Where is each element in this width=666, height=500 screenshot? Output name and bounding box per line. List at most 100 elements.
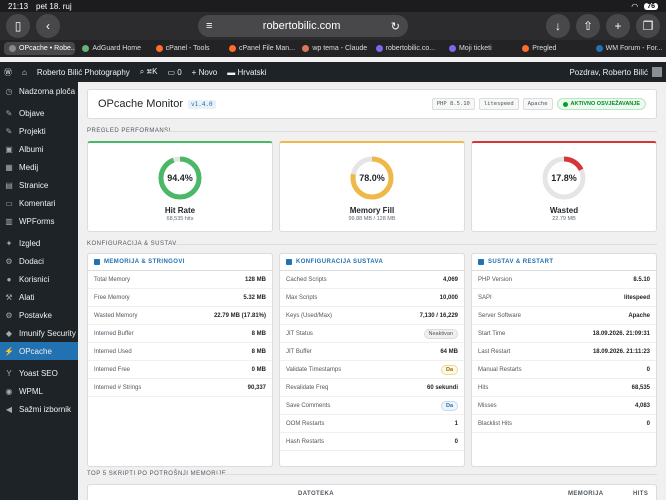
sidebar-item-pages[interactable]: ▤ Stranice bbox=[0, 176, 78, 194]
gauge-card-hit-rate: 94.4% Hit Rate 68,535 hits bbox=[87, 141, 273, 232]
back-button[interactable]: ‹ bbox=[36, 14, 60, 38]
gauge-ring: 17.8% bbox=[542, 156, 586, 200]
info-row: JIT Buffer 64 MB bbox=[280, 343, 464, 361]
admin-sidebar: ◷ Nadzorna ploča ✎ Objave ✎ Projekti ▣ Albumi ▦ M… bbox=[0, 82, 78, 500]
sidebar-item-plugins[interactable]: ⚙ Dodaci bbox=[0, 252, 78, 270]
gauge-card-wasted: 17.8% Wasted 22.79 MB bbox=[471, 141, 657, 232]
info-row: JIT Status Neaktivan bbox=[280, 325, 464, 343]
info-row: Hash Restarts 0 bbox=[280, 433, 464, 451]
sidebar-item-wpml[interactable]: ◉ WPML bbox=[0, 382, 78, 400]
browser-tab[interactable]: cPanel File Man... bbox=[224, 42, 295, 55]
browser-tab[interactable]: Pregled bbox=[517, 42, 588, 55]
comments-icon: ▭ bbox=[5, 198, 13, 208]
sidebar-item-imunify[interactable]: ◆ Imunify Security bbox=[0, 324, 78, 342]
tab-favicon-icon bbox=[448, 45, 456, 52]
sidebar-item-tools[interactable]: ⚒ Alati bbox=[0, 288, 78, 306]
info-value: Apache bbox=[628, 312, 650, 319]
share-icon[interactable]: ⇧ bbox=[576, 14, 600, 38]
info-row: Cached Scripts 4,069 bbox=[280, 271, 464, 289]
sidebar-item-label: Korisnici bbox=[19, 274, 50, 284]
info-value: 4,069 bbox=[442, 276, 458, 283]
new-content-button[interactable]: + Novo bbox=[191, 67, 218, 77]
info-row: Start Time 18.09.2026. 21:09:31 bbox=[472, 325, 656, 343]
info-value: 0 bbox=[646, 420, 650, 427]
avatar[interactable] bbox=[652, 67, 662, 77]
browser-tab[interactable]: Moji ticketi bbox=[444, 42, 515, 55]
sidebar-item-label: Objave bbox=[19, 108, 45, 118]
reload-icon[interactable]: ↻ bbox=[390, 20, 400, 33]
download-icon[interactable]: ↓ bbox=[546, 14, 570, 38]
info-value: litespeed bbox=[623, 294, 650, 301]
status-date: pet 18. ruj bbox=[36, 1, 72, 11]
browser-tab[interactable]: WM Forum - For... bbox=[591, 42, 662, 55]
ios-status-bar: 21:13 pet 18. ruj ◠ 76 bbox=[0, 0, 666, 12]
site-name[interactable]: Roberto Bilić Photography bbox=[36, 67, 130, 77]
gauge-label: Wasted bbox=[549, 206, 579, 215]
php-version-pill: PHP 8.5.10 bbox=[431, 98, 475, 110]
gauge-value: 78.0% bbox=[359, 173, 385, 183]
sidebar-item-label: WPForms bbox=[19, 216, 55, 226]
info-value: 1 bbox=[454, 420, 458, 427]
posts-icon: ✎ bbox=[5, 108, 13, 118]
sidebar-item-settings[interactable]: ⚙ Postavke bbox=[0, 306, 78, 324]
browser-tab[interactable]: AdGuard Home bbox=[77, 42, 148, 55]
wordpress-logo-icon[interactable]: Ⓦ bbox=[4, 67, 12, 77]
language-switcher[interactable]: ▬ Hrvatski bbox=[227, 67, 267, 77]
comments-count[interactable]: ▭ 0 bbox=[167, 67, 182, 77]
sidebar-item-media[interactable]: ▦ Medij bbox=[0, 158, 78, 176]
users-icon: ● bbox=[6, 274, 12, 284]
sidebar-item-comments[interactable]: ▭ Komentari bbox=[0, 194, 78, 212]
info-value: Da bbox=[440, 400, 458, 411]
search-shortcut[interactable]: ⌕ ⌘K bbox=[139, 67, 158, 76]
sidebar-item-albums[interactable]: ▣ Albumi bbox=[0, 140, 78, 158]
sidebar-item-projects[interactable]: ✎ Projekti bbox=[0, 122, 78, 140]
info-row: Interned Buffer 8 MB bbox=[88, 325, 272, 343]
sidebar-item-label: Imunify Security bbox=[19, 328, 76, 338]
browser-tab[interactable]: wp tema - Claude bbox=[297, 42, 368, 55]
dashboard-icon: ◷ bbox=[5, 86, 13, 96]
albums-icon: ▣ bbox=[5, 144, 13, 154]
sidebar-item-posts[interactable]: ✎ Objave bbox=[0, 104, 78, 122]
info-value: 60 sekundi bbox=[426, 384, 458, 391]
tab-favicon-icon bbox=[155, 45, 163, 52]
sidebar-toggle-icon[interactable]: ▯ bbox=[6, 14, 30, 38]
tab-favicon-icon bbox=[595, 45, 603, 52]
sidebar-item-label: Postavke bbox=[19, 310, 52, 320]
browser-tab[interactable]: cPanel - Tools bbox=[151, 42, 222, 55]
browser-tab[interactable]: robertobilic.co... bbox=[371, 42, 442, 55]
panel-title: MEMORIJA & STRINGOVI bbox=[88, 254, 272, 271]
browser-tab[interactable]: OPcache • Robe... bbox=[4, 42, 76, 55]
sidebar-item-users[interactable]: ● Korisnici bbox=[0, 270, 78, 288]
reader-icon[interactable]: ≡ bbox=[206, 20, 213, 32]
sidebar-item-yoast[interactable]: Y Yoast SEO bbox=[0, 364, 78, 382]
info-value: 7,130 / 16,229 bbox=[419, 312, 458, 319]
tab-overview-icon[interactable]: ❐ bbox=[636, 14, 660, 38]
info-value: Neaktivan bbox=[423, 328, 458, 339]
new-tab-icon[interactable]: + bbox=[606, 14, 630, 38]
info-row: SAPI litespeed bbox=[472, 289, 656, 307]
sidebar-item-label: OPcache bbox=[19, 346, 52, 356]
browser-toolbar: ▯ ‹ ≡ robertobilic.com ↻ ↓ ⇧ + ❐ bbox=[0, 12, 666, 40]
section-title-top: TOP 5 SKRIPTI PO POTROŠNJI MEMORIJE bbox=[87, 471, 227, 477]
section-divider bbox=[175, 244, 657, 245]
sidebar-item-appearance[interactable]: ✦ Izgled bbox=[0, 234, 78, 252]
sidebar-item-label: WPML bbox=[19, 386, 43, 396]
sidebar-item-dashboard[interactable]: ◷ Nadzorna ploča bbox=[0, 82, 78, 100]
software-pill: Apache bbox=[522, 98, 553, 110]
battery-icon: 76 bbox=[644, 2, 658, 10]
section-divider bbox=[215, 474, 657, 475]
info-value: 8.5.10 bbox=[633, 276, 650, 283]
sidebar-item-collapse[interactable]: ◀ Sažmi izbornik bbox=[0, 400, 78, 418]
tab-favicon-icon bbox=[522, 45, 530, 52]
home-icon[interactable]: ⌂ bbox=[22, 67, 27, 77]
wpml-icon: ◉ bbox=[5, 386, 13, 396]
col-hits: HITS bbox=[633, 491, 649, 497]
sidebar-item-wpforms[interactable]: ▥ WPForms bbox=[0, 212, 78, 230]
sidebar-item-label: Albumi bbox=[19, 144, 44, 154]
sidebar-item-opcache[interactable]: ⚡ OPcache bbox=[0, 342, 78, 360]
gauge-label: Memory Fill bbox=[349, 206, 395, 215]
greeting[interactable]: Pozdrav, Roberto Bilić bbox=[569, 67, 648, 77]
gauge-value: 94.4% bbox=[167, 173, 193, 183]
url-text: robertobilic.com bbox=[262, 20, 341, 32]
address-bar[interactable]: ≡ robertobilic.com ↻ bbox=[198, 15, 408, 37]
